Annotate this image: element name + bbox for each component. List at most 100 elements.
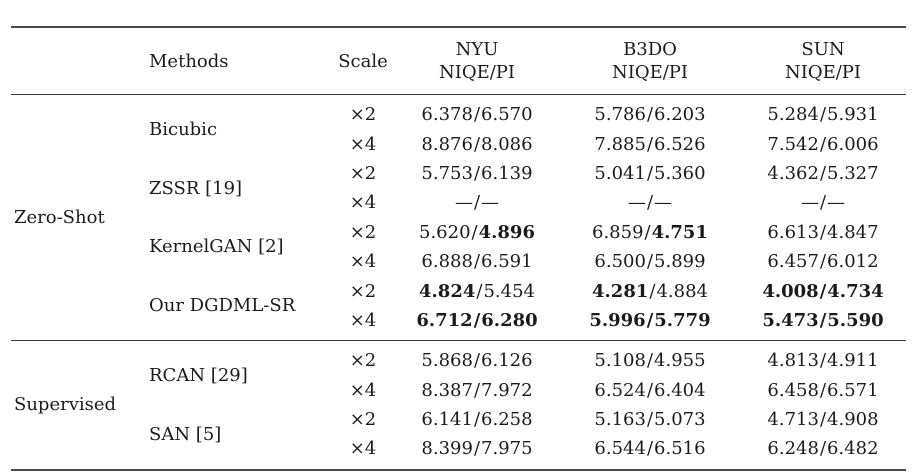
scale-cell: ×4	[349, 438, 377, 460]
slash: /	[473, 192, 481, 214]
slash: /	[819, 409, 827, 431]
sun-cell: 4.008/4.734	[740, 276, 906, 305]
pi-value: 4.955	[654, 350, 706, 372]
pi-value: 4.896	[478, 221, 535, 243]
niqe-value: 6.248	[767, 438, 819, 460]
b3do-cell: 5.108/4.955	[560, 346, 740, 375]
nyu-cell: 8.387/7.972	[394, 376, 560, 405]
niqe-value: 4.008	[762, 280, 819, 302]
nyu-cell: 8.876/8.086	[394, 129, 560, 158]
pi-value: 7.972	[481, 379, 533, 401]
niqe-value: 4.824	[419, 280, 476, 302]
scale-cell: ×2	[349, 221, 377, 243]
sun-cell: 5.473/5.590	[740, 306, 906, 335]
pi-value: 6.482	[827, 438, 879, 460]
pi-value: 6.126	[481, 350, 533, 372]
pi-value: 5.779	[654, 309, 711, 331]
slash: /	[819, 192, 827, 214]
slash: /	[819, 221, 827, 243]
method-label-bicubic: Bicubic	[149, 118, 218, 140]
niqe-value: —	[627, 192, 646, 214]
nyu-header: NYU NIQE/PI	[394, 38, 560, 85]
nyu-cell: 5.753/6.139	[394, 159, 560, 188]
nyu-cell: 6.378/6.570	[394, 100, 560, 129]
pi-value: 5.590	[827, 309, 884, 331]
scale-cell: ×4	[349, 379, 377, 401]
niqe-value: 6.613	[767, 221, 819, 243]
b3do-cell: 7.885/6.526	[560, 129, 740, 158]
method-label-zssr: ZSSR [19]	[149, 177, 243, 199]
sun-header-metric: NIQE/PI	[784, 62, 862, 83]
method-label-dgdml-sr: Our DGDML-SR	[149, 295, 296, 317]
pi-value: 6.280	[481, 309, 538, 331]
niqe-value: 5.473	[762, 309, 819, 331]
b3do-cell: 4.281/4.884	[560, 276, 740, 305]
sun-cell: 4.813/4.911	[740, 346, 906, 375]
pi-value: 6.591	[481, 251, 533, 273]
method-label-san: SAN [5]	[149, 423, 222, 445]
niqe-value: 5.753	[421, 162, 473, 184]
nyu-cell: 5.620/4.896	[394, 218, 560, 247]
slash: /	[473, 251, 481, 273]
niqe-value: 5.996	[589, 309, 646, 331]
pi-value: 6.006	[827, 133, 879, 155]
b3do-cell: 5.786/6.203	[560, 100, 740, 129]
niqe-value: 4.362	[767, 162, 819, 184]
b3do-cell: 5.041/5.360	[560, 159, 740, 188]
niqe-value: 8.876	[421, 133, 473, 155]
nyu-cell: 5.868/6.126	[394, 346, 560, 375]
pi-value: 7.975	[481, 438, 533, 460]
slash: /	[646, 309, 654, 331]
slash: /	[646, 162, 654, 184]
pi-value: 8.086	[481, 133, 533, 155]
group-label-zero-shot: Zero-Shot	[14, 207, 105, 229]
slash: /	[473, 409, 481, 431]
b3do-header-dataset: B3DO	[623, 38, 677, 60]
slash: /	[646, 379, 654, 401]
niqe-value: 6.378	[421, 104, 473, 126]
niqe-value: 6.712	[416, 309, 473, 331]
slash: /	[646, 133, 654, 155]
pi-value: 4.734	[827, 280, 884, 302]
niqe-value: 4.713	[767, 409, 819, 431]
sun-cell: 6.458/6.571	[740, 376, 906, 405]
slash: /	[476, 280, 483, 302]
slash: /	[819, 379, 827, 401]
group-label-supervised: Supervised	[14, 394, 117, 416]
scale-cell: ×2	[349, 409, 377, 431]
niqe-value: 5.620	[419, 221, 471, 243]
pi-value: 4.751	[651, 221, 708, 243]
b3do-header: B3DO NIQE/PI	[560, 38, 740, 85]
pi-value: 6.570	[481, 104, 533, 126]
b3do-cell: 6.544/6.516	[560, 434, 740, 463]
methods-header: Methods	[149, 50, 229, 72]
pi-value: 6.404	[654, 379, 706, 401]
sun-cell: 6.248/6.482	[740, 434, 906, 463]
niqe-value: 6.458	[767, 379, 819, 401]
scale-cell: ×4	[349, 309, 377, 331]
slash: /	[646, 409, 654, 431]
pi-value: 6.012	[827, 251, 879, 273]
pi-value: 4.884	[656, 280, 708, 302]
scale-cell: ×4	[349, 133, 377, 155]
sun-cell: — / —	[740, 188, 906, 217]
niqe-value: —	[800, 192, 819, 214]
scale-cell: ×2	[349, 280, 377, 302]
pi-value: 6.526	[654, 133, 706, 155]
pi-value: —	[827, 192, 846, 214]
pi-value: 6.516	[654, 438, 706, 460]
method-label-kernelgan: KernelGAN [2]	[149, 236, 284, 258]
slash: /	[819, 133, 827, 155]
slash: /	[819, 251, 827, 273]
nyu-cell: 4.824/5.454	[394, 276, 560, 305]
pi-value: 6.203	[654, 104, 706, 126]
pi-value: 5.327	[827, 162, 879, 184]
slash: /	[819, 280, 827, 302]
niqe-value: 6.141	[421, 409, 473, 431]
slash: /	[646, 104, 654, 126]
pi-value: 5.931	[827, 104, 879, 126]
nyu-header-dataset: NYU	[455, 38, 499, 60]
niqe-value: 5.786	[594, 104, 646, 126]
slash: /	[819, 104, 827, 126]
scale-cell: ×2	[349, 162, 377, 184]
